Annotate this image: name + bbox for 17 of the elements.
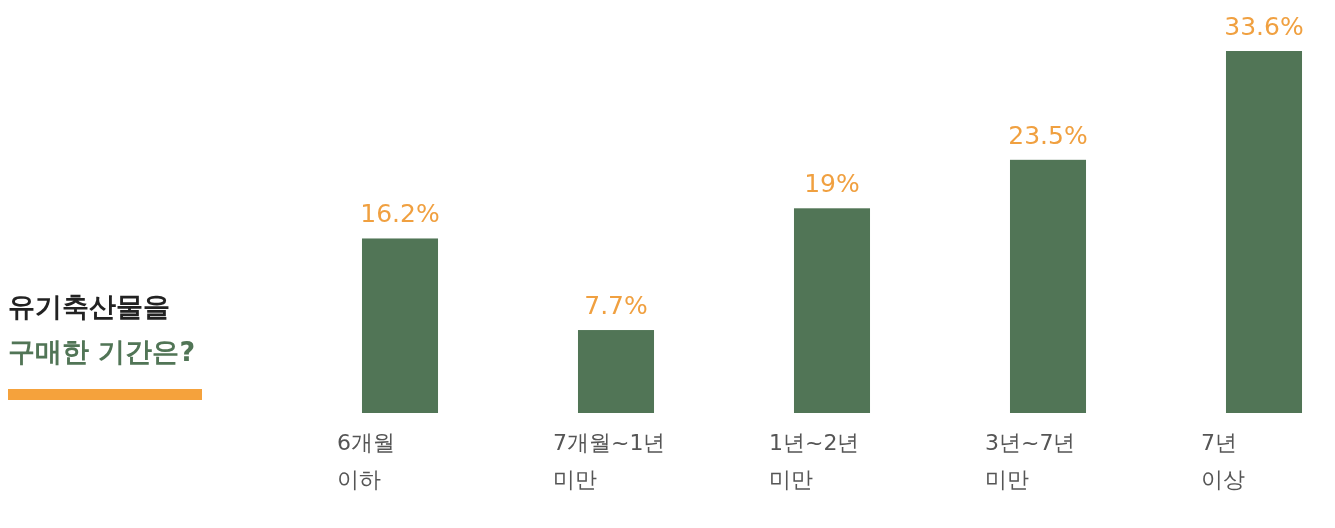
bar (1225, 51, 1303, 413)
x-tick-label: 1년~2년 미만 (768, 430, 860, 492)
x-tick-label: 7년 이상 (1200, 430, 1245, 492)
bar (1009, 159, 1087, 413)
data-label: 23.5% (1008, 120, 1088, 150)
data-label: 16.2% (360, 199, 440, 229)
data-label: 19% (804, 169, 860, 199)
x-tick-label: 3년~7년 미만 (984, 430, 1076, 492)
bar (793, 208, 871, 413)
x-tick-label: 6개월 이하 (336, 430, 395, 492)
bar (361, 238, 439, 413)
data-label: 7.7% (584, 291, 648, 321)
data-label: 33.6% (1224, 12, 1304, 41)
bar (577, 330, 655, 413)
x-tick-label: 7개월~1년 미만 (552, 430, 666, 492)
text: 구매한 기간은? (8, 336, 196, 367)
text: 유기축산물을 (8, 291, 170, 322)
